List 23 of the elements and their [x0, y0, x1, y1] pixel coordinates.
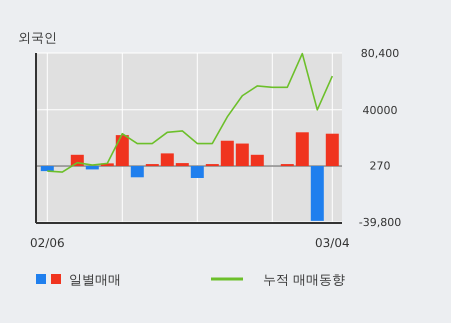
- bar: [116, 135, 129, 166]
- legend-label: 일별매매: [69, 273, 121, 288]
- bar: [160, 153, 174, 166]
- y-tick-label: 80,400: [360, 47, 400, 60]
- bar: [236, 144, 249, 166]
- bar: [310, 166, 324, 221]
- y-tick-label: 40000: [362, 104, 398, 117]
- line-series: [46, 52, 334, 173]
- bar: [40, 166, 54, 172]
- chart-title: 외국인: [18, 31, 57, 46]
- x-tick-label: 02/06: [30, 236, 65, 250]
- bar: [326, 134, 339, 166]
- bar: [190, 166, 204, 178]
- bar: [130, 166, 144, 178]
- y-tick-label: -39,800: [358, 216, 402, 229]
- bar: [250, 154, 264, 166]
- bar: [296, 132, 309, 166]
- bar: [86, 166, 99, 170]
- y-tick-label: 270: [370, 160, 390, 173]
- legend-label: 누적 매매동향: [263, 273, 346, 288]
- bar: [220, 140, 234, 166]
- x-tick-label: 03/04: [315, 236, 350, 250]
- bar: [176, 163, 189, 166]
